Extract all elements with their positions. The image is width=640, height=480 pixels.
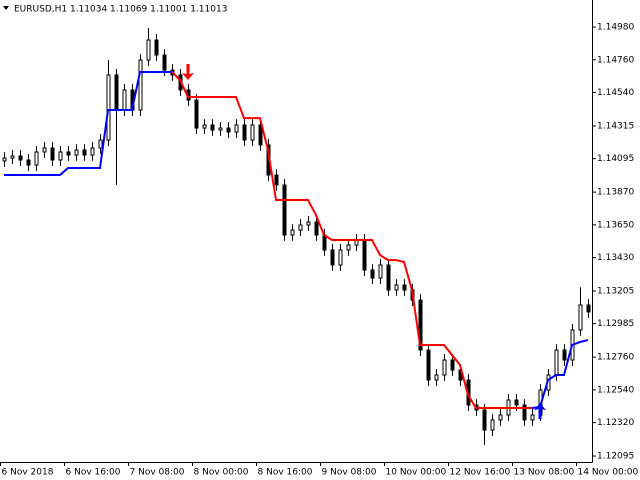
candle-body: [330, 249, 335, 266]
candle-body: [482, 409, 487, 431]
signal-arrow: [182, 63, 194, 80]
candle-body: [426, 349, 431, 381]
x-tick-label: 13 Nov 08:00: [514, 468, 575, 478]
candle-body: [26, 159, 31, 166]
y-tick-label: 1.12760: [597, 353, 634, 363]
candle-body: [290, 229, 295, 236]
candle-body: [282, 184, 287, 236]
candle-body: [74, 149, 79, 156]
candle-body: [378, 264, 383, 279]
candle-body: [346, 244, 351, 251]
candle-body: [210, 124, 215, 131]
x-tick-label: 8 Nov 16:00: [258, 468, 313, 478]
trailing-line: [4, 70, 589, 410]
y-tick-label: 1.12540: [597, 385, 634, 395]
y-tick-label: 1.12985: [597, 319, 634, 329]
y-tick-label: 1.14980: [597, 23, 634, 33]
candle-body: [218, 127, 223, 131]
candle-body: [122, 89, 127, 111]
candle-body: [258, 124, 263, 146]
candle-body: [394, 284, 399, 291]
candle-body: [306, 221, 311, 226]
candle-body: [322, 234, 327, 251]
candle-body: [386, 264, 391, 291]
candle-body: [34, 151, 39, 166]
y-tick-label: 1.14095: [597, 154, 634, 164]
menu-triangle[interactable]: [3, 6, 9, 10]
y-tick-label: 1.14540: [597, 88, 634, 98]
candle-body: [10, 155, 15, 159]
candle-body: [250, 124, 255, 141]
candle-body: [242, 124, 247, 141]
candle-body: [234, 124, 239, 133]
y-tick-label: 1.12320: [597, 418, 634, 428]
candle-body: [370, 269, 375, 279]
candle-body: [434, 374, 439, 381]
candle-body: [146, 39, 151, 61]
y-tick-label: 1.12095: [597, 452, 634, 462]
candle-body: [578, 304, 583, 331]
candle-body: [138, 59, 143, 111]
candle-body: [362, 239, 367, 271]
candle-body: [338, 249, 343, 266]
candle-body: [106, 74, 111, 141]
candle-body: [418, 299, 423, 351]
candle-body: [18, 155, 23, 161]
candle-body: [194, 99, 199, 129]
candle-body: [450, 359, 455, 371]
candle-body: [66, 151, 71, 156]
candle-body: [554, 349, 559, 376]
x-tick-label: 6 Nov 16:00: [66, 468, 121, 478]
y-tick-label: 1.14760: [597, 55, 634, 65]
candle-body: [514, 399, 519, 406]
x-tick-label: 12 Nov 16:00: [450, 468, 511, 478]
x-tick-label: 6 Nov 2018: [2, 468, 54, 478]
y-tick-label: 1.13870: [597, 188, 634, 198]
candle-body: [114, 74, 119, 111]
x-tick-label: 8 Nov 00:00: [194, 468, 249, 478]
candle-body: [90, 147, 95, 156]
candle-body: [50, 147, 55, 161]
candle-body: [202, 124, 207, 129]
candle-body: [82, 149, 87, 156]
candle-body: [530, 414, 535, 421]
y-tick-label: 1.13430: [597, 253, 634, 263]
candle-body: [298, 224, 303, 231]
candle-body: [314, 221, 319, 236]
x-tick-label: 10 Nov 00:00: [386, 468, 447, 478]
candle-body: [522, 404, 527, 421]
x-tick-label: 14 Nov 00:00: [578, 468, 639, 478]
y-tick-label: 1.14315: [597, 121, 634, 131]
candle-body: [98, 139, 103, 149]
candle-body: [442, 359, 447, 376]
x-tick-label: 9 Nov 08:00: [322, 468, 377, 478]
chart-title: EURUSD,H1 1.11034 1.11069 1.11001 1.1101…: [14, 5, 227, 15]
x-tick-label: 7 Nov 08:00: [130, 468, 185, 478]
candle-body: [402, 284, 407, 291]
signal-arrow: [534, 403, 546, 420]
candle-body: [2, 157, 7, 162]
candle-body: [58, 151, 63, 161]
candle-body: [162, 54, 167, 71]
candle-body: [562, 349, 567, 361]
candle-body: [154, 39, 159, 56]
candle-body: [274, 174, 279, 186]
trailing-line: [171, 71, 532, 410]
candle-body: [586, 304, 591, 313]
candle-body: [498, 414, 503, 421]
candle-body: [490, 419, 495, 431]
y-tick-label: 1.13650: [597, 220, 634, 230]
y-tick-label: 1.13205: [597, 286, 634, 296]
candle-body: [42, 147, 47, 153]
candle-body: [226, 127, 231, 133]
